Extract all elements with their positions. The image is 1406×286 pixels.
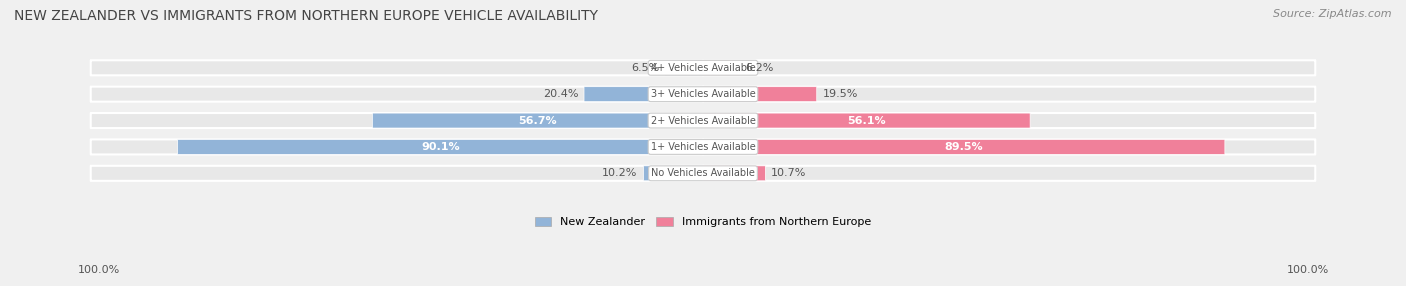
Text: 2+ Vehicles Available: 2+ Vehicles Available	[651, 116, 755, 126]
FancyBboxPatch shape	[703, 166, 765, 181]
Text: 10.2%: 10.2%	[602, 168, 638, 178]
FancyBboxPatch shape	[703, 139, 1315, 154]
Text: 6.5%: 6.5%	[631, 63, 659, 73]
Legend: New Zealander, Immigrants from Northern Europe: New Zealander, Immigrants from Northern …	[530, 212, 876, 232]
Text: 3+ Vehicles Available: 3+ Vehicles Available	[651, 89, 755, 99]
Text: NEW ZEALANDER VS IMMIGRANTS FROM NORTHERN EUROPE VEHICLE AVAILABILITY: NEW ZEALANDER VS IMMIGRANTS FROM NORTHER…	[14, 9, 598, 23]
Text: Source: ZipAtlas.com: Source: ZipAtlas.com	[1274, 9, 1392, 19]
FancyBboxPatch shape	[91, 60, 703, 75]
FancyBboxPatch shape	[644, 166, 703, 181]
FancyBboxPatch shape	[703, 113, 1315, 128]
Text: 6.2%: 6.2%	[745, 63, 773, 73]
FancyBboxPatch shape	[583, 87, 703, 102]
FancyBboxPatch shape	[703, 60, 740, 75]
Text: 89.5%: 89.5%	[945, 142, 983, 152]
FancyBboxPatch shape	[177, 140, 703, 154]
FancyBboxPatch shape	[91, 87, 703, 102]
Text: 90.1%: 90.1%	[420, 142, 460, 152]
Text: 100.0%: 100.0%	[1286, 265, 1329, 275]
FancyBboxPatch shape	[703, 87, 817, 102]
Text: 1+ Vehicles Available: 1+ Vehicles Available	[651, 142, 755, 152]
Text: 100.0%: 100.0%	[77, 265, 120, 275]
Text: No Vehicles Available: No Vehicles Available	[651, 168, 755, 178]
FancyBboxPatch shape	[91, 113, 703, 128]
Text: 56.7%: 56.7%	[519, 116, 557, 126]
FancyBboxPatch shape	[91, 166, 703, 181]
FancyBboxPatch shape	[703, 140, 1225, 154]
FancyBboxPatch shape	[373, 113, 703, 128]
Text: 4+ Vehicles Available: 4+ Vehicles Available	[651, 63, 755, 73]
FancyBboxPatch shape	[703, 60, 1315, 75]
FancyBboxPatch shape	[703, 166, 1315, 181]
FancyBboxPatch shape	[91, 139, 703, 154]
Text: 56.1%: 56.1%	[848, 116, 886, 126]
Text: 10.7%: 10.7%	[772, 168, 807, 178]
FancyBboxPatch shape	[703, 87, 1315, 102]
Text: 19.5%: 19.5%	[823, 89, 858, 99]
Text: 20.4%: 20.4%	[543, 89, 578, 99]
FancyBboxPatch shape	[703, 113, 1031, 128]
FancyBboxPatch shape	[665, 60, 703, 75]
